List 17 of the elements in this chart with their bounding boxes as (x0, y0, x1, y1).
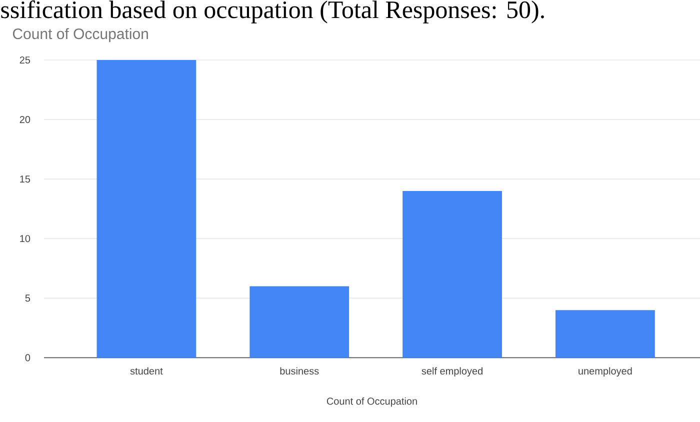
x-tick-label: student (130, 367, 163, 375)
bar (250, 286, 350, 358)
y-tick-label: 10 (20, 235, 30, 242)
x-axis-title: Count of Occupation (326, 397, 417, 407)
y-tick-label: 5 (25, 294, 30, 302)
y-tick-label: 20 (20, 116, 30, 124)
text: ssification based on occupation (Total Responses: 50). (1, 0, 544, 24)
chart-title: Count of Occupation (12, 28, 148, 42)
bar (556, 310, 655, 358)
y-tick-label: 15 (20, 176, 30, 183)
bar (96, 60, 196, 358)
y-tick-label: 25 (20, 56, 30, 64)
bar (402, 190, 502, 358)
x-tick-label: unemployed (578, 367, 632, 377)
x-tick-label: self employed (422, 367, 482, 377)
x-tick-label: business (280, 367, 319, 375)
y-tick-label: 0 (25, 354, 30, 362)
